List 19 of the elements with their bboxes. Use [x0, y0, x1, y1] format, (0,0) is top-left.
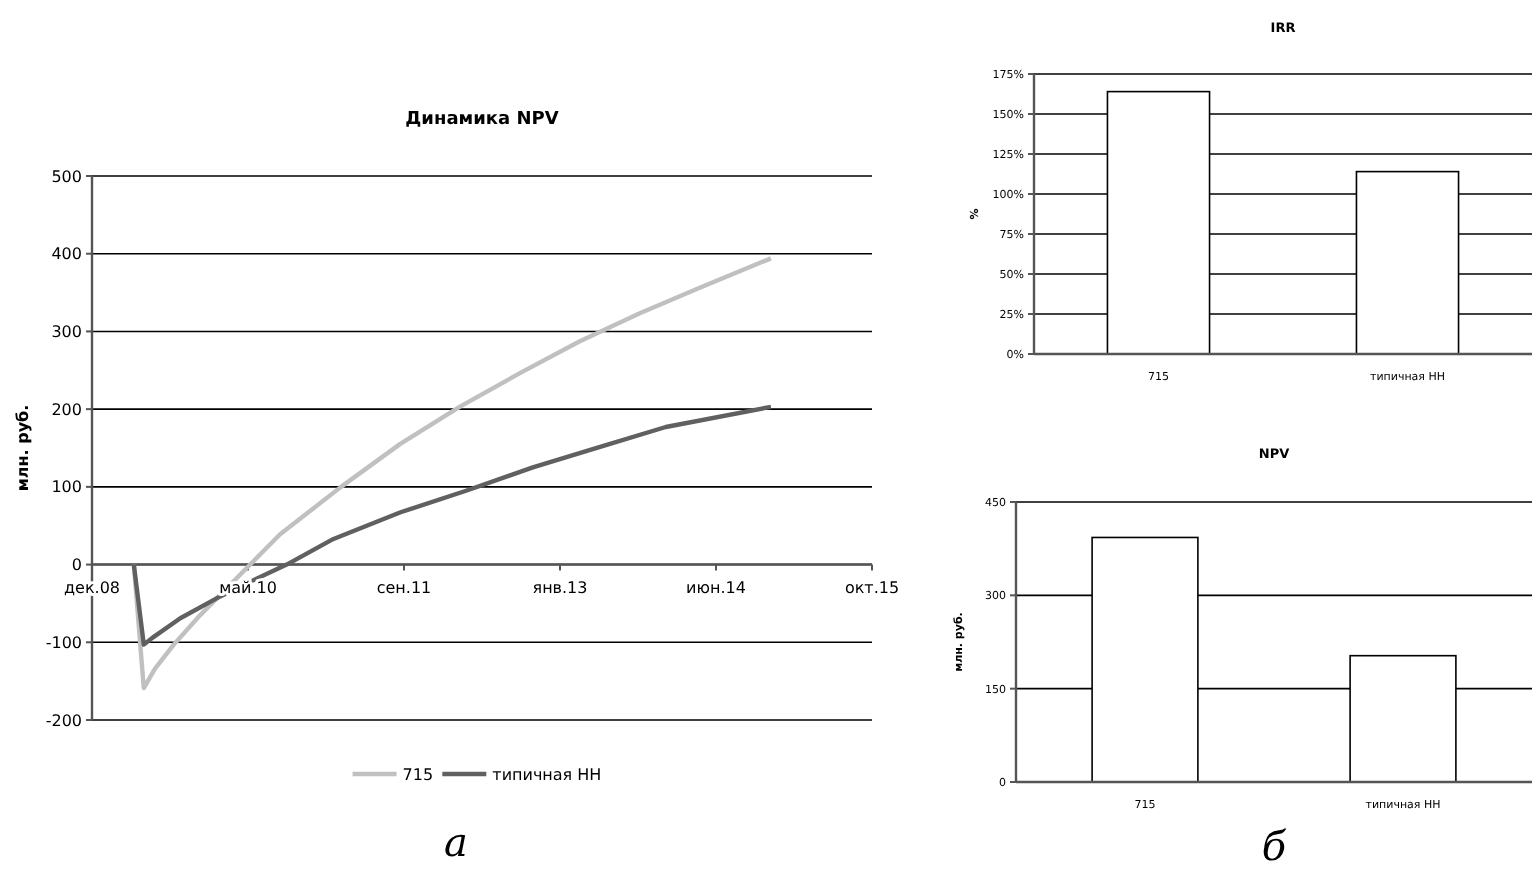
y-tick-label: 400 — [51, 245, 82, 264]
y-tick-label: 300 — [51, 323, 82, 342]
text: б — [1261, 822, 1288, 870]
text: а — [444, 818, 468, 866]
x-tick-label: сен.11 — [376, 578, 432, 597]
y-axis-title: млн. руб. — [14, 404, 32, 492]
y-tick-label: -100 — [45, 633, 82, 652]
y-tick-label: -200 — [45, 711, 82, 730]
line-series — [131, 256, 774, 691]
x-tick-label: окт.15 — [844, 578, 900, 597]
y-tick-label: 500 — [51, 167, 82, 186]
x-tick-label: июн.14 — [686, 578, 746, 597]
legend-label: типичная НН — [492, 765, 602, 784]
chart-title: Динамика NPV — [405, 110, 559, 130]
y-tick-label: 0 — [71, 556, 82, 575]
y-tick-label: 200 — [51, 400, 82, 419]
y-tick-label: 100 — [51, 478, 82, 497]
legend-label: 715 — [402, 765, 434, 784]
x-tick-label: янв.13 — [532, 578, 588, 597]
